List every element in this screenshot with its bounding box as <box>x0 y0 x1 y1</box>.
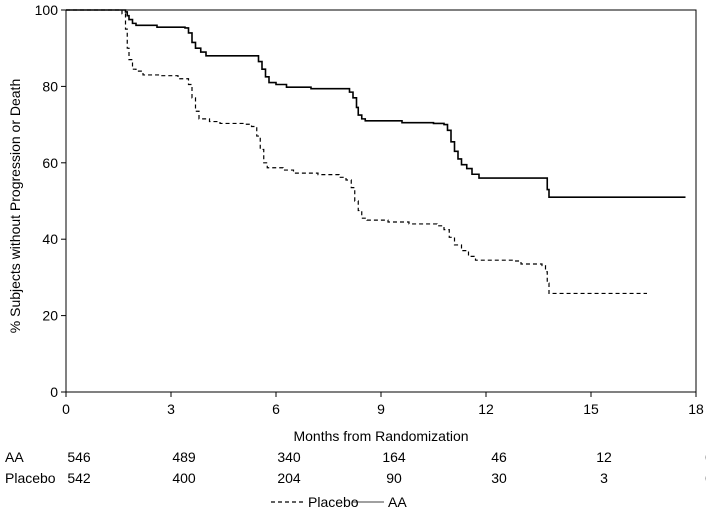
x-tick-label: 6 <box>272 401 280 417</box>
x-tick-label: 0 <box>62 401 70 417</box>
risk-count: 400 <box>172 470 196 486</box>
risk-count: 90 <box>386 470 402 486</box>
y-tick-label: 20 <box>42 308 58 324</box>
risk-count: 3 <box>600 470 608 486</box>
plot-frame <box>65 9 697 393</box>
x-tick-label: 15 <box>583 401 599 417</box>
y-tick-label: 100 <box>35 2 59 18</box>
legend-label: Placebo <box>308 494 359 510</box>
series-line-placebo <box>66 9 647 295</box>
series-line-aa <box>66 9 686 198</box>
y-tick-label: 80 <box>42 78 58 94</box>
risk-count: 30 <box>491 470 507 486</box>
x-tick-label: 3 <box>167 401 175 417</box>
risk-table: AA54648934016446120Placebo54240020490303… <box>5 449 706 486</box>
legend-label: AA <box>388 494 407 510</box>
x-axis-label: Months from Randomization <box>293 428 468 444</box>
series-layer <box>66 9 686 295</box>
x-tick-label: 12 <box>478 401 494 417</box>
risk-count: 204 <box>277 470 301 486</box>
risk-count: 164 <box>382 449 406 465</box>
legend: Placebo AA <box>271 494 407 510</box>
y-tick-label: 40 <box>42 231 58 247</box>
risk-count: 46 <box>491 449 507 465</box>
x-axis: 0 3 6 9 12 15 18 <box>62 392 704 417</box>
risk-count: 546 <box>67 449 91 465</box>
y-axis: 0 20 40 60 80 100 <box>35 2 66 400</box>
risk-count: 12 <box>596 449 612 465</box>
y-tick-label: 0 <box>50 384 58 400</box>
y-axis-label: % Subjects without Progression or Death <box>7 79 23 333</box>
risk-row-label: AA <box>5 449 24 465</box>
risk-count: 340 <box>277 449 301 465</box>
x-tick-label: 9 <box>377 401 385 417</box>
risk-count: 489 <box>172 449 196 465</box>
y-tick-label: 60 <box>42 155 58 171</box>
risk-count: 542 <box>67 470 91 486</box>
risk-row-label: Placebo <box>5 470 56 486</box>
x-tick-label: 18 <box>688 401 704 417</box>
